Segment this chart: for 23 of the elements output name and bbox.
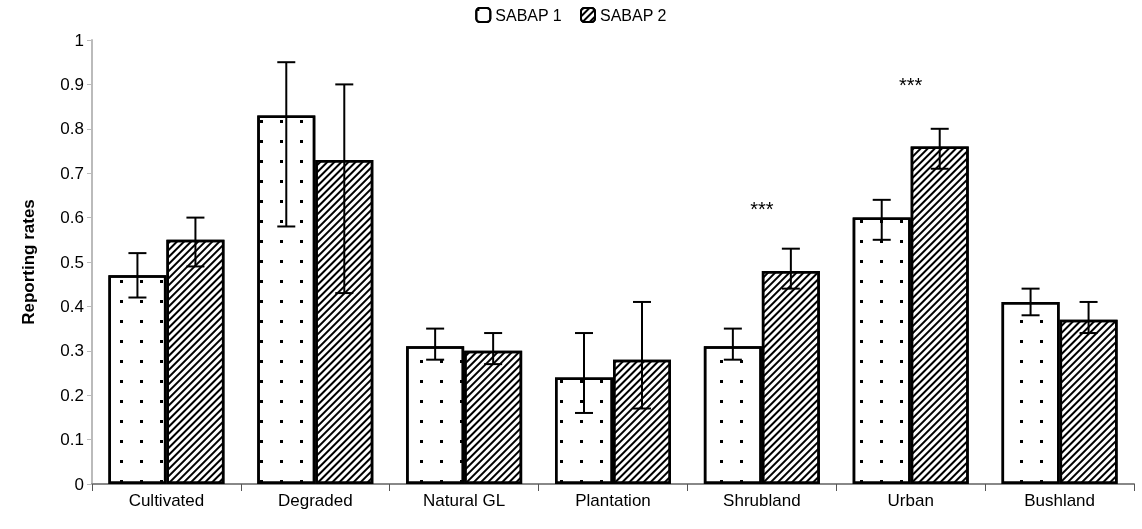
- y-tick-label: 0.8: [60, 119, 84, 139]
- y-tick-label: 0.6: [60, 208, 84, 228]
- x-tick-label: Urban: [887, 491, 934, 510]
- y-tick-label: 1: [74, 30, 84, 50]
- y-tick-label: 0.1: [60, 430, 84, 450]
- y-tick-label: 0.3: [60, 341, 84, 361]
- annotation: ***: [899, 73, 923, 96]
- x-tick-label: Cultivated: [128, 491, 205, 510]
- y-tick-label: 0.2: [60, 385, 84, 405]
- y-tick-label: 0.7: [60, 163, 84, 183]
- legend-label: SABAP 2: [600, 6, 667, 24]
- legend-label: SABAP 1: [495, 6, 562, 24]
- y-tick-label: 0.9: [60, 74, 84, 94]
- y-tick-label: 0.4: [60, 296, 84, 316]
- y-tick-label: 0: [74, 474, 84, 494]
- y-axis-title: Reporting rates: [19, 199, 38, 325]
- x-tick-label: Bushland: [1024, 491, 1096, 510]
- annotation: ***: [750, 197, 774, 220]
- x-tick-label: Plantation: [575, 491, 651, 510]
- y-tick-label: 0.5: [60, 252, 84, 272]
- x-tick-label: Shrubland: [723, 491, 801, 510]
- x-tick-label: Degraded: [277, 491, 353, 510]
- x-tick-label: Natural GL: [423, 491, 506, 510]
